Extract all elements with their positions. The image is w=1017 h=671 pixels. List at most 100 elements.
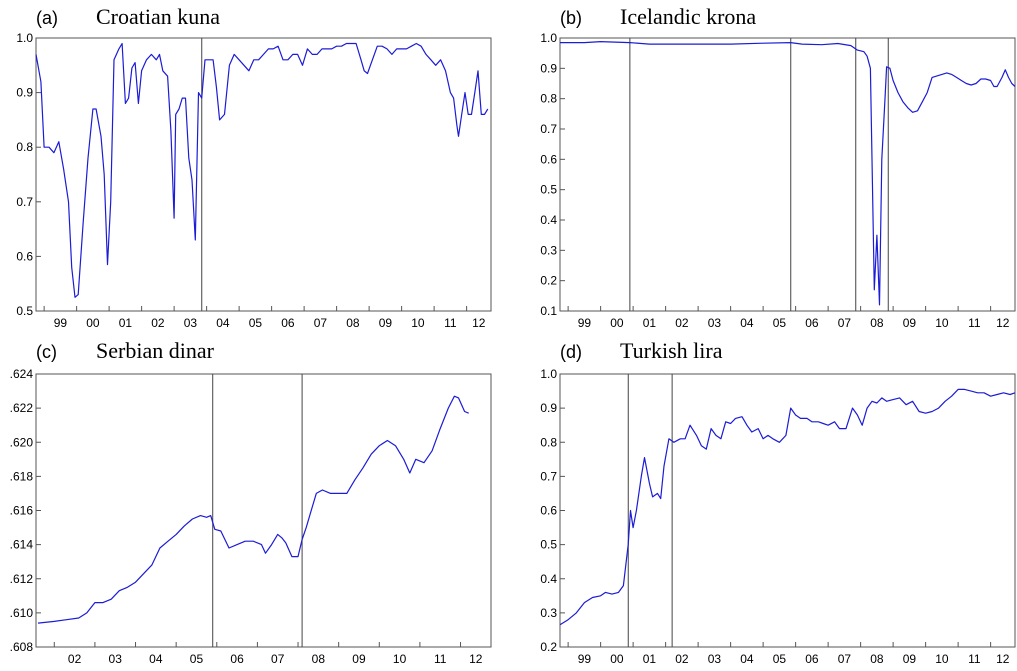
y-tick-label: 0.8 [540,435,557,449]
y-tick-label: 0.7 [540,122,557,136]
panel-label: (a) [36,8,58,28]
x-tick-label: 09 [352,652,366,666]
y-tick-label: 0.9 [540,61,557,75]
y-tick-label: 0.3 [540,243,557,257]
y-tick-label: 1.0 [16,31,33,45]
y-tick-label: 0.9 [16,86,33,100]
y-tick-label: .620 [10,435,34,449]
x-tick-label: 08 [312,652,326,666]
x-tick-label: 09 [379,316,393,330]
x-tick-label: 02 [675,652,689,666]
x-tick-label: 06 [230,652,244,666]
y-tick-label: 0.5 [16,304,33,318]
y-tick-label: 0.5 [540,183,557,197]
chart-panel-2: (b) Icelandic krona 0.1 0.2 0.3 0.4 0.5 0.6 0.7 0… [540,4,1016,330]
x-tick-label: 02 [151,316,165,330]
series-line [559,388,1016,626]
panel-label: (d) [560,342,582,362]
x-tick-label: 11 [434,652,447,666]
y-tick-label: .612 [10,572,34,586]
x-tick-label: 08 [870,652,884,666]
x-tick-label: 06 [805,316,819,330]
x-tick-label: 10 [411,316,425,330]
x-tick-label: 02 [68,652,82,666]
series-line [35,42,489,298]
y-tick-label: .614 [10,538,34,552]
x-tick-label: 06 [281,316,295,330]
x-tick-label: 06 [805,652,819,666]
panel-label: (b) [560,8,582,28]
x-tick-label: 05 [773,316,787,330]
y-tick-label: 1.0 [540,31,557,45]
chart-title: Croatian kuna [96,4,220,29]
y-tick-label: 0.5 [540,538,557,552]
x-tick-label: 02 [675,316,689,330]
x-tick-label: 10 [935,652,949,666]
y-tick-label: 0.2 [540,640,557,654]
y-tick-label: 0.3 [540,606,557,620]
y-tick-label: 0.6 [540,152,557,166]
x-tick-label: 12 [996,316,1010,330]
y-tick-label: 0.7 [540,469,557,483]
x-tick-label: 07 [838,316,852,330]
x-tick-label: 99 [578,652,592,666]
chart-title: Serbian dinar [96,338,215,363]
x-tick-label: 07 [271,652,285,666]
x-tick-label: 08 [870,316,884,330]
y-tick-label: 0.8 [16,140,33,154]
x-tick-label: 11 [968,652,981,666]
x-tick-label: 04 [216,316,230,330]
x-tick-label: 05 [190,652,204,666]
y-tick-label: 0.7 [16,195,33,209]
x-tick-label: 11 [444,316,457,330]
y-tick-label: 0.9 [540,401,557,415]
plot-frame [559,37,1016,312]
chart-panel-1: (a) Croatian kuna 0.5 0.6 0.7 0.8 0.9 1.0 99 00 01… [16,4,492,330]
x-tick-label: 12 [996,652,1010,666]
x-tick-label: 03 [109,652,123,666]
x-tick-label: 01 [643,652,657,666]
chart-panel-4: (d) Turkish lira 0.2 0.3 0.4 0.5 0.6 0.7 0.8 0.9 1… [540,338,1016,666]
y-tick-label: .622 [10,401,34,415]
x-tick-label: 10 [935,316,949,330]
y-tick-label: 1.0 [540,367,557,381]
x-tick-label: 03 [184,316,198,330]
y-tick-label: 0.6 [540,504,557,518]
x-tick-label: 03 [708,316,722,330]
y-tick-label: .610 [10,606,34,620]
x-tick-label: 01 [119,316,133,330]
y-tick-label: .608 [10,640,34,654]
x-tick-label: 09 [903,316,917,330]
y-tick-label: 0.4 [540,213,557,227]
y-tick-label: 0.2 [540,274,557,288]
y-tick-label: .618 [10,469,34,483]
plot-frame [35,37,492,312]
x-tick-label: 04 [149,652,163,666]
x-tick-label: 00 [86,316,100,330]
x-tick-label: 05 [773,652,787,666]
series-line [560,41,1016,306]
y-tick-label: .616 [10,504,34,518]
chart-title: Turkish lira [620,338,723,363]
y-tick-label: 0.6 [16,249,33,263]
x-tick-label: 10 [393,652,407,666]
x-tick-label: 04 [740,316,754,330]
x-tick-label: 12 [469,652,483,666]
x-tick-label: 00 [610,652,624,666]
series-line [37,395,469,624]
y-tick-label: 0.1 [540,304,557,318]
chart-panel-3: (c) Serbian dinar .608 .610 .612 .614 .616 .618… [10,338,492,666]
x-tick-label: 07 [838,652,852,666]
chart-title: Icelandic krona [620,4,756,29]
x-tick-label: 99 [54,316,68,330]
panel-label: (c) [36,342,57,362]
plot-frame [35,373,492,648]
x-tick-label: 03 [708,652,722,666]
x-tick-label: 01 [643,316,657,330]
y-tick-label: .624 [10,367,34,381]
x-tick-label: 07 [314,316,328,330]
x-tick-label: 12 [472,316,486,330]
x-tick-label: 05 [249,316,263,330]
x-tick-label: 04 [740,652,754,666]
